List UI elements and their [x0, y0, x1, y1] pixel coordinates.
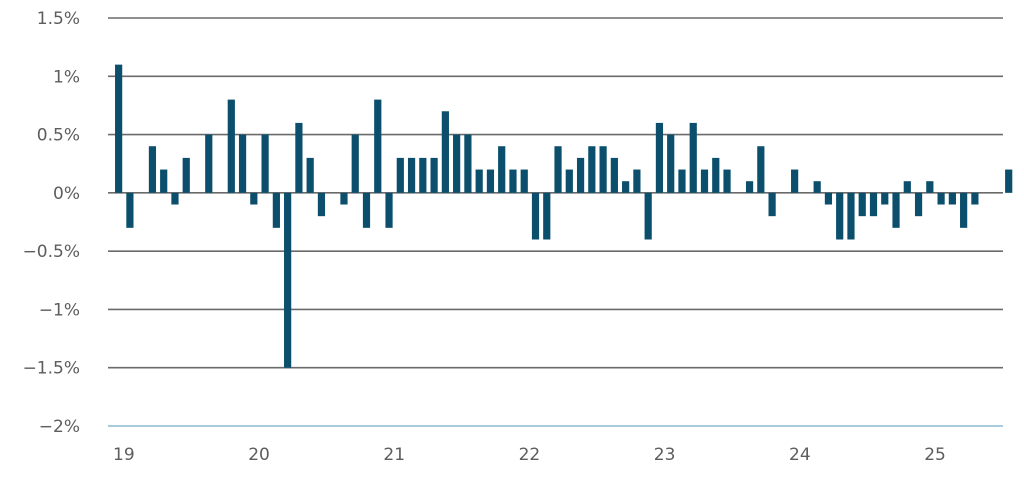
bar: [791, 169, 799, 193]
x-tick-label: 22: [519, 445, 541, 465]
bar: [847, 192, 855, 240]
bar: [182, 157, 190, 193]
bar: [453, 134, 461, 193]
bar: [362, 192, 371, 228]
bar: [261, 134, 269, 193]
x-tick-label: 23: [654, 445, 676, 465]
bar: [892, 192, 900, 228]
bar: [554, 146, 562, 193]
bar: [836, 192, 844, 240]
bar: [250, 192, 258, 205]
bar: [475, 169, 483, 193]
bar: [903, 181, 911, 193]
bar: [723, 169, 731, 193]
y-axis-tick-labels: 1.5% 1% 0.5% 0% −0.5% −1% −1.5% −2%: [23, 9, 80, 437]
bar: [430, 157, 438, 193]
bar: [881, 192, 889, 205]
bar: [667, 134, 675, 193]
bar: [655, 122, 664, 193]
bar: [396, 157, 404, 193]
bar: [317, 192, 326, 217]
y-tick-label: 0.5%: [37, 126, 80, 146]
bar: [960, 192, 968, 228]
bar: [419, 157, 427, 193]
y-tick-label: −1%: [39, 300, 80, 320]
bar: [757, 146, 765, 193]
bar: [227, 99, 235, 193]
bar: [441, 111, 449, 193]
bar: [284, 192, 292, 368]
bar: [531, 192, 540, 240]
bar: [126, 192, 134, 228]
y-tick-label: −0.5%: [23, 242, 80, 262]
x-tick-label: 24: [789, 445, 811, 465]
bar: [599, 146, 607, 193]
bar: [633, 169, 641, 193]
bar: [644, 192, 652, 240]
bars: [115, 64, 1013, 368]
x-axis-tick-labels: 19 20 21 22 23 24 25: [113, 445, 946, 465]
x-tick-label: 25: [924, 445, 946, 465]
bar: [565, 169, 573, 193]
bar: [745, 181, 754, 193]
bar: [824, 192, 833, 205]
bar: [543, 192, 551, 240]
bar: [351, 134, 359, 193]
y-tick-label: 0%: [53, 184, 80, 204]
bar: [407, 157, 416, 193]
bar: [937, 192, 945, 205]
bar: [509, 169, 517, 193]
bar: [610, 157, 618, 193]
bar: [148, 146, 157, 193]
bar: [238, 134, 247, 193]
gridlines: [108, 17, 1003, 427]
y-tick-label: −1.5%: [23, 359, 80, 379]
bar: [971, 192, 979, 205]
bar: [926, 181, 934, 193]
bar: [768, 192, 776, 217]
bar: [700, 169, 709, 193]
bar: [486, 169, 495, 193]
bar: [171, 192, 179, 205]
y-tick-label: 1%: [53, 67, 80, 87]
bar: [858, 192, 866, 217]
bar: [914, 192, 923, 217]
y-tick-label: −2%: [39, 417, 80, 437]
bar: [948, 192, 956, 205]
bar: [813, 181, 821, 193]
bar: [869, 192, 878, 217]
bar: [689, 122, 697, 193]
x-tick-label: 19: [113, 445, 135, 465]
x-tick-label: 21: [383, 445, 405, 465]
bar: [340, 192, 348, 205]
y-tick-label: 1.5%: [37, 9, 80, 29]
bar: [374, 99, 382, 193]
bar: [295, 122, 303, 193]
bar: [272, 192, 280, 228]
bar: [622, 181, 630, 193]
bar: [588, 146, 596, 193]
bar: [498, 146, 506, 193]
bar: [464, 134, 472, 193]
bar: [385, 192, 393, 228]
bar: [306, 157, 314, 193]
bar: [576, 157, 585, 193]
bar: [712, 157, 720, 193]
bar: [160, 169, 168, 193]
bar: [678, 169, 686, 193]
bar: [1005, 169, 1013, 193]
bar: [115, 64, 123, 193]
bar: [520, 169, 528, 193]
bar: [205, 134, 213, 193]
x-tick-label: 20: [248, 445, 270, 465]
